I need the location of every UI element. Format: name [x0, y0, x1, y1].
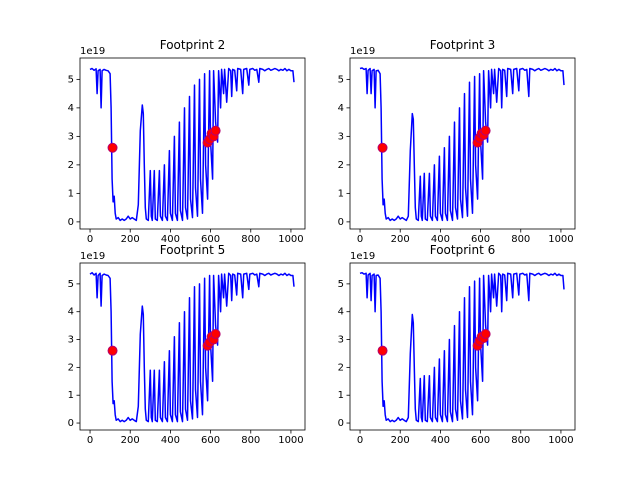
chart-title: Footprint 6	[430, 243, 496, 257]
x-tick-label: 400	[431, 435, 450, 446]
y-tick-label: 5	[338, 279, 344, 290]
x-tick-label: 200	[391, 234, 410, 245]
marker-point-5	[210, 125, 221, 136]
marker-point-0	[107, 142, 118, 153]
chart-title: Footprint 2	[160, 38, 226, 52]
marker-point-0	[377, 345, 388, 356]
marker-point-5	[480, 328, 491, 339]
y-tick-label: 2	[338, 362, 344, 373]
axes-frame	[349, 57, 576, 230]
y-tick-label: 5	[338, 74, 344, 85]
series-line	[89, 271, 295, 423]
marker-point-5	[480, 125, 491, 136]
subplot-1: 0 200 400 600 800 1000 0 1 2 3 4 5 Footprint 2 1e19	[68, 38, 306, 245]
axes-frame	[79, 262, 306, 431]
y-tick-label: 4	[68, 103, 74, 114]
y-tick-label: 3	[338, 335, 344, 346]
x-tick-label: 200	[121, 435, 140, 446]
x-tick-label: 0	[87, 234, 93, 245]
y-tick-label: 1	[338, 390, 344, 401]
axes-frame	[349, 262, 576, 431]
y-tick-label: 5	[68, 279, 74, 290]
x-tick-label: 0	[87, 435, 93, 446]
marker-point-0	[107, 345, 118, 356]
axis-offset-label: 1e19	[80, 251, 105, 262]
axis-offset-label: 1e19	[350, 251, 375, 262]
y-tick-label: 3	[68, 335, 74, 346]
x-tick-label: 200	[121, 234, 140, 245]
y-tick-label: 1	[68, 188, 74, 199]
x-tick-label: 600	[201, 234, 220, 245]
x-tick-label: 1000	[548, 435, 573, 446]
y-tick-label: 2	[68, 160, 74, 171]
y-tick-label: 4	[338, 307, 344, 318]
axis-offset-label: 1e19	[80, 46, 105, 57]
y-tick-label: 2	[68, 362, 74, 373]
y-tick-label: 0	[68, 418, 74, 429]
series-line	[359, 67, 565, 222]
subplot-3: 0 200 400 600 800 1000 0 1 2 3 4 5 Footprint 5 1e19	[68, 243, 306, 446]
x-tick-label: 1000	[278, 435, 303, 446]
x-tick-label: 1000	[278, 234, 303, 245]
x-tick-label: 800	[241, 435, 260, 446]
chart-title: Footprint 3	[430, 38, 496, 52]
x-tick-label: 800	[511, 435, 530, 446]
x-tick-label: 800	[511, 234, 530, 245]
subplot-2: 0 200 400 600 800 1000 0 1 2 3 4 5 Footprint 3 1e19	[338, 38, 576, 245]
y-tick-label: 3	[338, 131, 344, 142]
series-line	[359, 271, 565, 423]
x-tick-label: 400	[161, 234, 180, 245]
x-tick-label: 0	[357, 234, 363, 245]
series-line	[89, 67, 295, 222]
y-tick-label: 1	[68, 390, 74, 401]
y-tick-label: 1	[338, 188, 344, 199]
subplot-4: 0 200 400 600 800 1000 0 1 2 3 4 5 Footprint 6 1e19	[338, 243, 576, 446]
marker-point-5	[210, 328, 221, 339]
y-tick-label: 3	[68, 131, 74, 142]
y-tick-label: 2	[338, 160, 344, 171]
y-tick-label: 4	[68, 307, 74, 318]
x-tick-label: 400	[431, 234, 450, 245]
axes-frame	[79, 57, 306, 230]
x-tick-label: 800	[241, 234, 260, 245]
x-tick-label: 400	[161, 435, 180, 446]
x-tick-label: 0	[357, 435, 363, 446]
chart-title: Footprint 5	[160, 243, 226, 257]
x-tick-label: 1000	[548, 234, 573, 245]
y-tick-label: 4	[338, 103, 344, 114]
axis-offset-label: 1e19	[350, 46, 375, 57]
y-tick-label: 0	[338, 418, 344, 429]
y-tick-label: 5	[68, 74, 74, 85]
x-tick-label: 600	[201, 435, 220, 446]
y-tick-label: 0	[338, 217, 344, 228]
x-tick-label: 200	[391, 435, 410, 446]
marker-point-0	[377, 142, 388, 153]
y-tick-label: 0	[68, 217, 74, 228]
x-tick-label: 600	[471, 234, 490, 245]
x-tick-label: 600	[471, 435, 490, 446]
